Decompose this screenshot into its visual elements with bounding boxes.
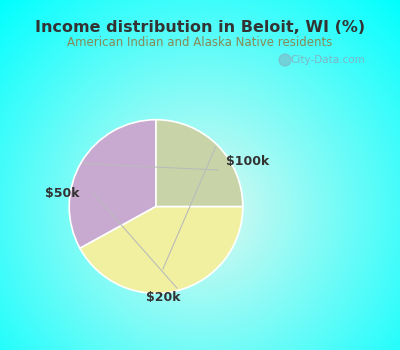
Text: $20k: $20k [146,291,180,304]
Text: City-Data.com: City-Data.com [290,55,365,65]
Circle shape [279,54,291,66]
Wedge shape [156,120,243,206]
Text: $50k: $50k [45,187,80,200]
Text: $100k: $100k [226,155,269,168]
Text: Income distribution in Beloit, WI (%): Income distribution in Beloit, WI (%) [35,20,365,35]
Text: American Indian and Alaska Native residents: American Indian and Alaska Native reside… [67,36,333,49]
Wedge shape [69,120,156,248]
Wedge shape [80,206,243,293]
